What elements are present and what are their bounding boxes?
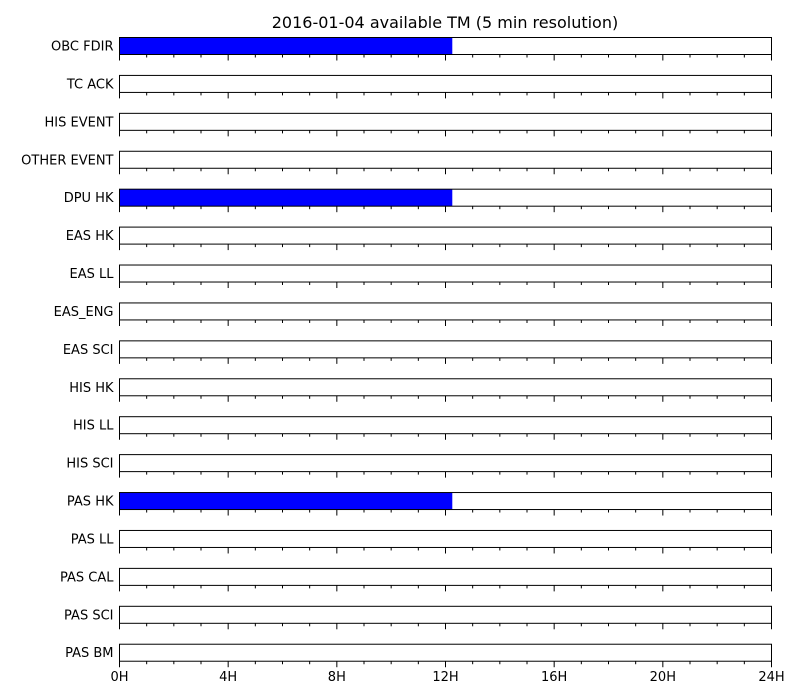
row-label: PAS BM: [65, 646, 113, 661]
channel-row-pas-sci: PAS SCI: [64, 605, 772, 630]
row-label: PAS SCI: [64, 608, 113, 623]
row-frame: [119, 340, 772, 359]
row-label: PAS CAL: [60, 570, 114, 585]
x-tick-label: 8H: [328, 670, 346, 685]
row-label: OBC FDIR: [51, 40, 114, 55]
row-label: OTHER EVENT: [21, 153, 113, 168]
x-tick-label: 12H: [432, 670, 458, 685]
row-label: EAS HK: [66, 229, 114, 244]
row-frame: [119, 112, 772, 131]
row-label: HIS EVENT: [45, 115, 114, 130]
row-label: HIS HK: [69, 381, 114, 396]
row-frame: [119, 454, 772, 473]
channel-row-his-ll: HIS LL: [73, 416, 772, 440]
row-frame: [119, 529, 772, 548]
availability-bar: [119, 37, 453, 55]
channel-row-pas-bm: PAS BM: [65, 643, 772, 668]
channel-row-dpu-hk: DPU HK: [64, 188, 772, 213]
x-tick-label: 16H: [541, 670, 567, 685]
channel-rows: OBC FDIR TC ACK HIS EVENT OTHER EVENT DPU HK…: [21, 37, 772, 668]
row-frame: [119, 378, 772, 397]
row-frame: [119, 264, 772, 283]
channel-row-obc-fdir: OBC FDIR: [51, 37, 772, 61]
x-tick-label: 24H: [758, 670, 784, 685]
row-label: TC ACK: [66, 77, 114, 92]
x-tick-label: 0H: [110, 670, 128, 685]
channel-row-other-event: OTHER EVENT: [21, 150, 772, 175]
row-label: EAS SCI: [63, 343, 114, 358]
channel-row-eas-hk: EAS HK: [66, 226, 772, 251]
row-label: HIS LL: [73, 419, 114, 434]
row-label: PAS LL: [71, 532, 115, 547]
channel-row-his-sci: HIS SCI: [66, 454, 772, 478]
row-frame: [119, 226, 772, 245]
row-label: HIS SCI: [66, 457, 113, 472]
x-tick-label: 4H: [219, 670, 237, 685]
row-frame: [119, 74, 772, 93]
availability-bar: [119, 492, 453, 510]
row-label: DPU HK: [64, 191, 114, 206]
x-axis: 0H 4H 8H 12H 16H 20H 24H: [110, 670, 784, 685]
row-label: EAS LL: [70, 267, 115, 282]
channel-row-tc-ack: TC ACK: [66, 74, 772, 99]
channel-row-eas-eng: EAS_ENG: [54, 302, 772, 326]
availability-bar: [119, 189, 453, 207]
chart-title: 2016-01-04 available TM (5 min resolutio…: [272, 13, 618, 32]
row-frame: [119, 416, 772, 435]
channel-row-his-event: HIS EVENT: [45, 112, 772, 137]
channel-row-eas-sci: EAS SCI: [63, 340, 772, 364]
x-tick-label: 20H: [650, 670, 676, 685]
row-label: EAS_ENG: [54, 305, 114, 320]
row-frame: [119, 150, 772, 169]
channel-row-his-hk: HIS HK: [69, 378, 772, 402]
channel-row-pas-hk: PAS HK: [67, 492, 772, 516]
row-frame: [119, 302, 772, 321]
row-frame: [119, 567, 772, 586]
row-label: PAS HK: [67, 495, 114, 510]
row-frame: [119, 605, 772, 624]
row-frame: [119, 643, 772, 662]
channel-row-pas-ll: PAS LL: [71, 529, 772, 554]
channel-row-pas-cal: PAS CAL: [60, 567, 772, 592]
channel-row-eas-ll: EAS LL: [70, 264, 772, 289]
